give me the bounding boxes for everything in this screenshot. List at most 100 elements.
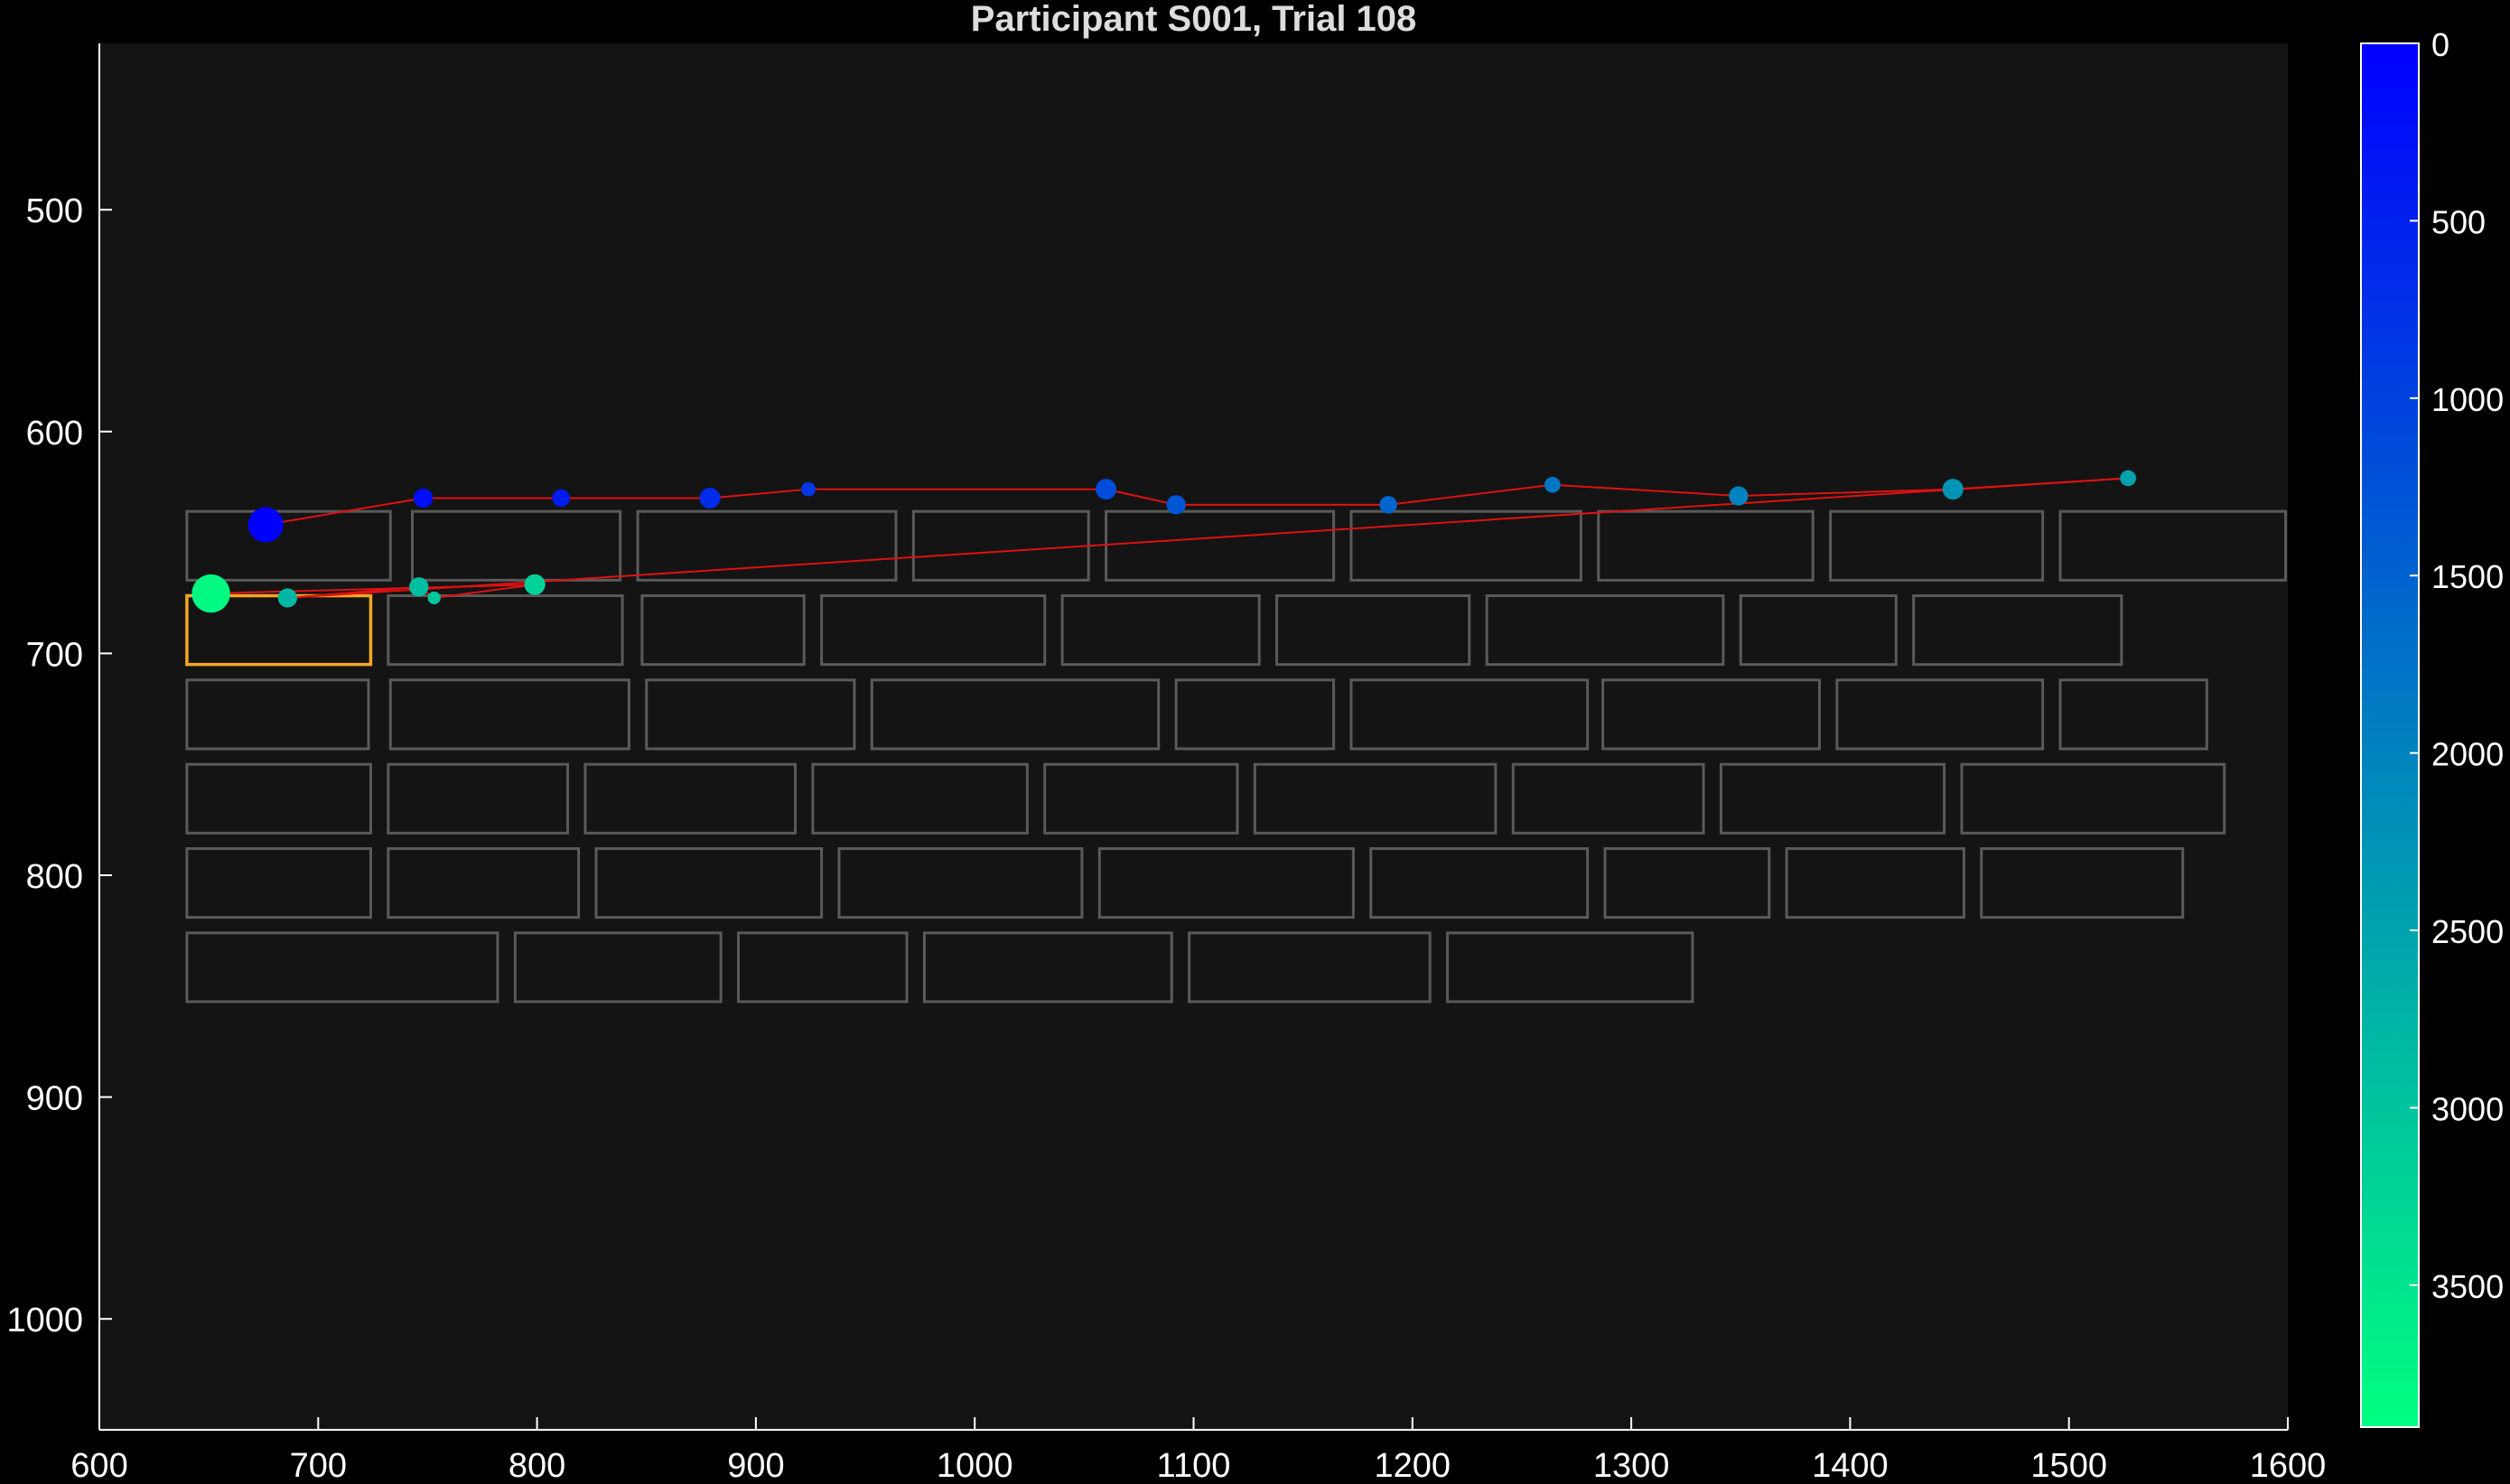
fixation-point	[2120, 470, 2136, 487]
x-tick-label: 800	[509, 1447, 565, 1484]
word-box	[1912, 594, 2123, 667]
word-box	[185, 931, 499, 1003]
fixation-point	[524, 574, 546, 595]
word-box	[583, 762, 798, 835]
saccade-line	[434, 583, 536, 599]
fixation-point	[699, 487, 721, 509]
word-box	[2058, 678, 2208, 751]
word-box	[387, 594, 624, 667]
fixation-point	[277, 588, 297, 608]
word-box	[1960, 762, 2226, 835]
word-box	[1980, 847, 2185, 919]
y-tick-label: 800	[26, 858, 83, 896]
word-box	[1446, 931, 1694, 1003]
colorbar-tick-label: 3000	[2431, 1090, 2504, 1127]
chart-title: Participant S001, Trial 108	[971, 0, 1417, 39]
y-tick-label: 1000	[6, 1302, 83, 1339]
word-box	[410, 509, 622, 582]
saccade-line	[210, 583, 536, 595]
saccade-line	[709, 488, 809, 499]
word-box	[594, 847, 824, 919]
word-box	[185, 509, 392, 582]
y-tick-label: 900	[26, 1080, 83, 1118]
y-tick-label: 500	[26, 192, 83, 230]
word-box	[1511, 762, 1705, 835]
fixation-point	[1729, 486, 1749, 506]
word-box	[1349, 509, 1582, 582]
word-box	[922, 931, 1173, 1003]
word-box	[1043, 762, 1239, 835]
colorbar-tick-label: 1500	[2431, 558, 2504, 595]
word-box	[811, 762, 1029, 835]
word-box	[185, 678, 370, 751]
word-box	[1275, 594, 1471, 667]
word-box	[387, 762, 570, 835]
word-box	[185, 847, 372, 919]
colorbar-tick-label: 3500	[2431, 1268, 2504, 1305]
axes: 600 700 800 900 1000 1100 1200 1300 1400 1500 1600…	[6, 43, 2326, 1484]
x-tick-label: 1500	[2030, 1447, 2107, 1484]
word-box	[1829, 509, 2045, 582]
saccade-line	[1552, 483, 1739, 498]
word-box	[1369, 847, 1590, 919]
fixation-point	[1544, 476, 1561, 493]
x-tick-label: 1200	[1375, 1447, 1451, 1484]
word-box	[1188, 931, 1432, 1003]
word-box	[388, 678, 630, 751]
saccade-line	[1738, 488, 1954, 498]
colorbar-tick-label: 500	[2431, 203, 2486, 240]
word-box	[737, 931, 909, 1003]
word-box	[645, 678, 856, 751]
x-tick-label: 1100	[1157, 1447, 1231, 1484]
fixation-point	[801, 481, 816, 497]
fixation-point	[552, 489, 570, 508]
colorbar-tick-label: 2000	[2431, 736, 2504, 773]
saccade-line	[1388, 483, 1553, 506]
word-box	[1174, 678, 1336, 751]
word-box	[820, 594, 1047, 667]
saccade-line	[1106, 488, 1177, 506]
fixation-point	[1942, 479, 1964, 500]
word-box	[1597, 509, 1815, 582]
fixation-point	[413, 488, 434, 509]
word-box	[1601, 678, 1821, 751]
fixation-point	[247, 507, 284, 543]
word-box	[1719, 762, 1946, 835]
fixation-point	[1096, 479, 1117, 500]
word-box	[1349, 678, 1590, 751]
word-box	[1105, 509, 1336, 582]
x-tick-label: 1300	[1593, 1447, 1670, 1484]
word-box	[1253, 762, 1498, 835]
word-box	[1485, 594, 1725, 667]
word-box	[640, 594, 806, 667]
word-box	[870, 678, 1161, 751]
word-box	[1739, 594, 1898, 667]
word-box	[1060, 594, 1261, 667]
x-tick-label: 1400	[1812, 1447, 1889, 1484]
x-tick-label: 700	[290, 1447, 347, 1484]
plot-area	[99, 43, 2288, 1430]
fixation-point	[1166, 495, 1186, 515]
saccade-line	[265, 497, 424, 526]
fixation-point	[1379, 496, 1397, 514]
word-box	[387, 847, 581, 919]
colorbar-tick-label: 2500	[2431, 913, 2504, 950]
colorbar-tick-label: 1000	[2431, 381, 2504, 418]
x-tick-label: 1000	[937, 1447, 1013, 1484]
word-box	[1603, 847, 1771, 919]
word-box	[837, 847, 1084, 919]
word-box	[185, 762, 372, 835]
word-box	[1097, 847, 1355, 919]
fixations	[191, 470, 2136, 613]
fixation-point	[191, 574, 230, 613]
fixation-point	[409, 577, 429, 597]
word-box	[513, 931, 723, 1003]
colorbar: 0 500 1000 1500 2000 2500 3000 3500	[2360, 26, 2504, 1428]
scanpath	[210, 477, 2129, 599]
y-tick-label: 700	[26, 636, 83, 674]
word-box	[1835, 678, 2045, 751]
word-box	[636, 509, 898, 582]
word-box	[2058, 509, 2288, 582]
saccade-line	[287, 477, 2129, 599]
fixation-point	[427, 591, 441, 605]
